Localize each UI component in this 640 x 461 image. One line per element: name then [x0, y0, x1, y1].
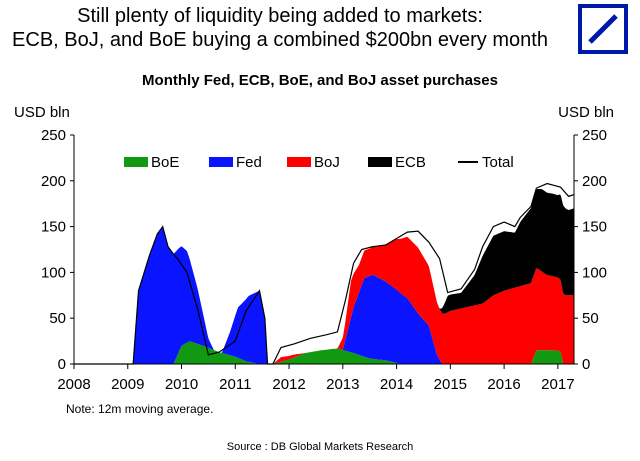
series-line-total [74, 182, 575, 365]
y-tick-label-right: 250 [582, 127, 607, 144]
legend-swatch-ecb [368, 157, 392, 167]
x-tick-label: 2016 [487, 376, 520, 393]
right-axis-unit: USD bln [558, 104, 614, 121]
x-tick-label: 2011 [219, 376, 251, 393]
area-ecb [74, 189, 574, 364]
y-tick-label-left: 250 [41, 127, 66, 144]
y-tick-label-left: 200 [41, 173, 66, 190]
x-tick-label: 2015 [434, 376, 467, 393]
headline: Still plenty of liquidity being added to… [0, 4, 560, 52]
legend-label-ecb: ECB [395, 154, 426, 171]
y-tick-label-left: 100 [41, 264, 66, 281]
headline-line-2: ECB, BoJ, and BoE buying a combined $200… [12, 29, 548, 51]
source-line: Source : DB Global Markets Research [226, 441, 414, 453]
stacked-areas [74, 189, 574, 364]
area-boj [74, 227, 574, 364]
chart-title: Monthly Fed, ECB, BoE, and BoJ asset pur… [142, 72, 498, 89]
legend-swatch-boe [124, 157, 148, 167]
y-tick-label-right: 200 [582, 173, 607, 190]
legend-swatch-fed [209, 157, 233, 167]
headline-line-1: Still plenty of liquidity being added to… [77, 5, 483, 27]
legend-label-boj: BoJ [314, 154, 340, 171]
legend-label-fed: Fed [236, 154, 262, 171]
legend-swatch-boj [287, 157, 311, 167]
x-tick-label: 2008 [57, 376, 90, 393]
y-tick-label-right: 100 [582, 264, 607, 281]
footnote: Note: 12m moving average. [66, 402, 214, 416]
y-tick-label-right: 50 [582, 310, 599, 327]
deutsche-bank-logo [578, 4, 628, 54]
x-tick-label: 2010 [165, 376, 198, 393]
legend-label-boe: BoE [151, 154, 179, 171]
x-tick-label: 2013 [326, 376, 359, 393]
y-tick-label-left: 50 [49, 310, 66, 327]
left-axis-unit: USD bln [14, 104, 70, 121]
area-fed [74, 227, 574, 364]
area-boe [74, 341, 574, 364]
y-tick-label-right: 150 [582, 219, 607, 236]
x-tick-label: 2012 [272, 376, 305, 393]
x-tick-label: 2014 [380, 376, 413, 393]
y-tick-label-left: 150 [41, 219, 66, 236]
x-tick-label: 2017 [541, 376, 574, 393]
y-tick-label-right: 0 [582, 356, 590, 373]
y-tick-label-left: 0 [58, 356, 66, 373]
x-tick-label: 2009 [111, 376, 144, 393]
legend-label-total: Total [482, 154, 514, 171]
